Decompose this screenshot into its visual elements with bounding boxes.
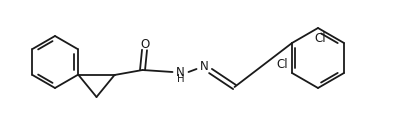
Text: Cl: Cl: [314, 31, 326, 44]
Text: N: N: [200, 60, 209, 74]
Text: Cl: Cl: [276, 59, 288, 71]
Text: O: O: [140, 39, 149, 51]
Text: N: N: [176, 66, 185, 79]
Text: H: H: [177, 74, 184, 84]
